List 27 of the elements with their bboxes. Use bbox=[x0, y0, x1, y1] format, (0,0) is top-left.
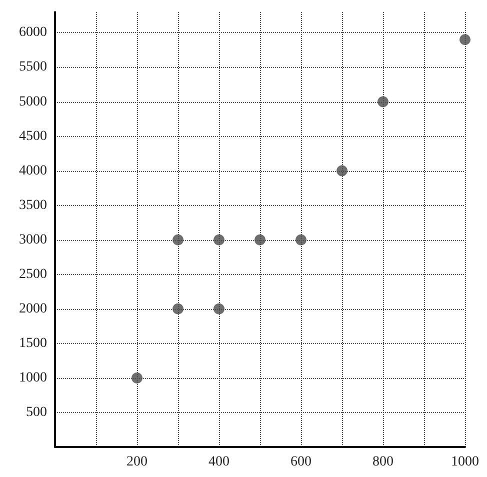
y-tick-label: 4500 bbox=[19, 128, 47, 144]
y-tick-label: 500 bbox=[26, 404, 47, 420]
point bbox=[460, 34, 470, 46]
y-tick-label: 4000 bbox=[19, 163, 47, 178]
x-tick-label: 600 bbox=[290, 454, 312, 470]
y-tick-label: 1000 bbox=[19, 370, 47, 386]
x-tick-label: 200 bbox=[126, 454, 148, 470]
y-tick-label: 1500 bbox=[19, 336, 47, 351]
x-tick-label: 1000 bbox=[451, 454, 479, 470]
y-tick-label: 2500 bbox=[19, 266, 47, 282]
point bbox=[254, 234, 266, 246]
point bbox=[214, 234, 224, 246]
y-tick-label: 2000 bbox=[19, 301, 47, 316]
point bbox=[214, 303, 224, 314]
point bbox=[132, 372, 142, 384]
x-tick-label: 800 bbox=[372, 454, 394, 470]
point bbox=[172, 234, 184, 246]
y-tick-label: 3500 bbox=[19, 198, 47, 213]
y-tick-label: 3000 bbox=[19, 232, 47, 248]
point bbox=[172, 303, 184, 314]
y-tick-label: 6000 bbox=[19, 25, 47, 40]
point bbox=[336, 165, 348, 176]
y-tick-label: 5500 bbox=[19, 60, 47, 75]
point bbox=[296, 234, 306, 246]
y-tick-label: 5000 bbox=[19, 94, 47, 110]
point bbox=[378, 96, 388, 108]
x-tick-label: 400 bbox=[208, 454, 230, 470]
